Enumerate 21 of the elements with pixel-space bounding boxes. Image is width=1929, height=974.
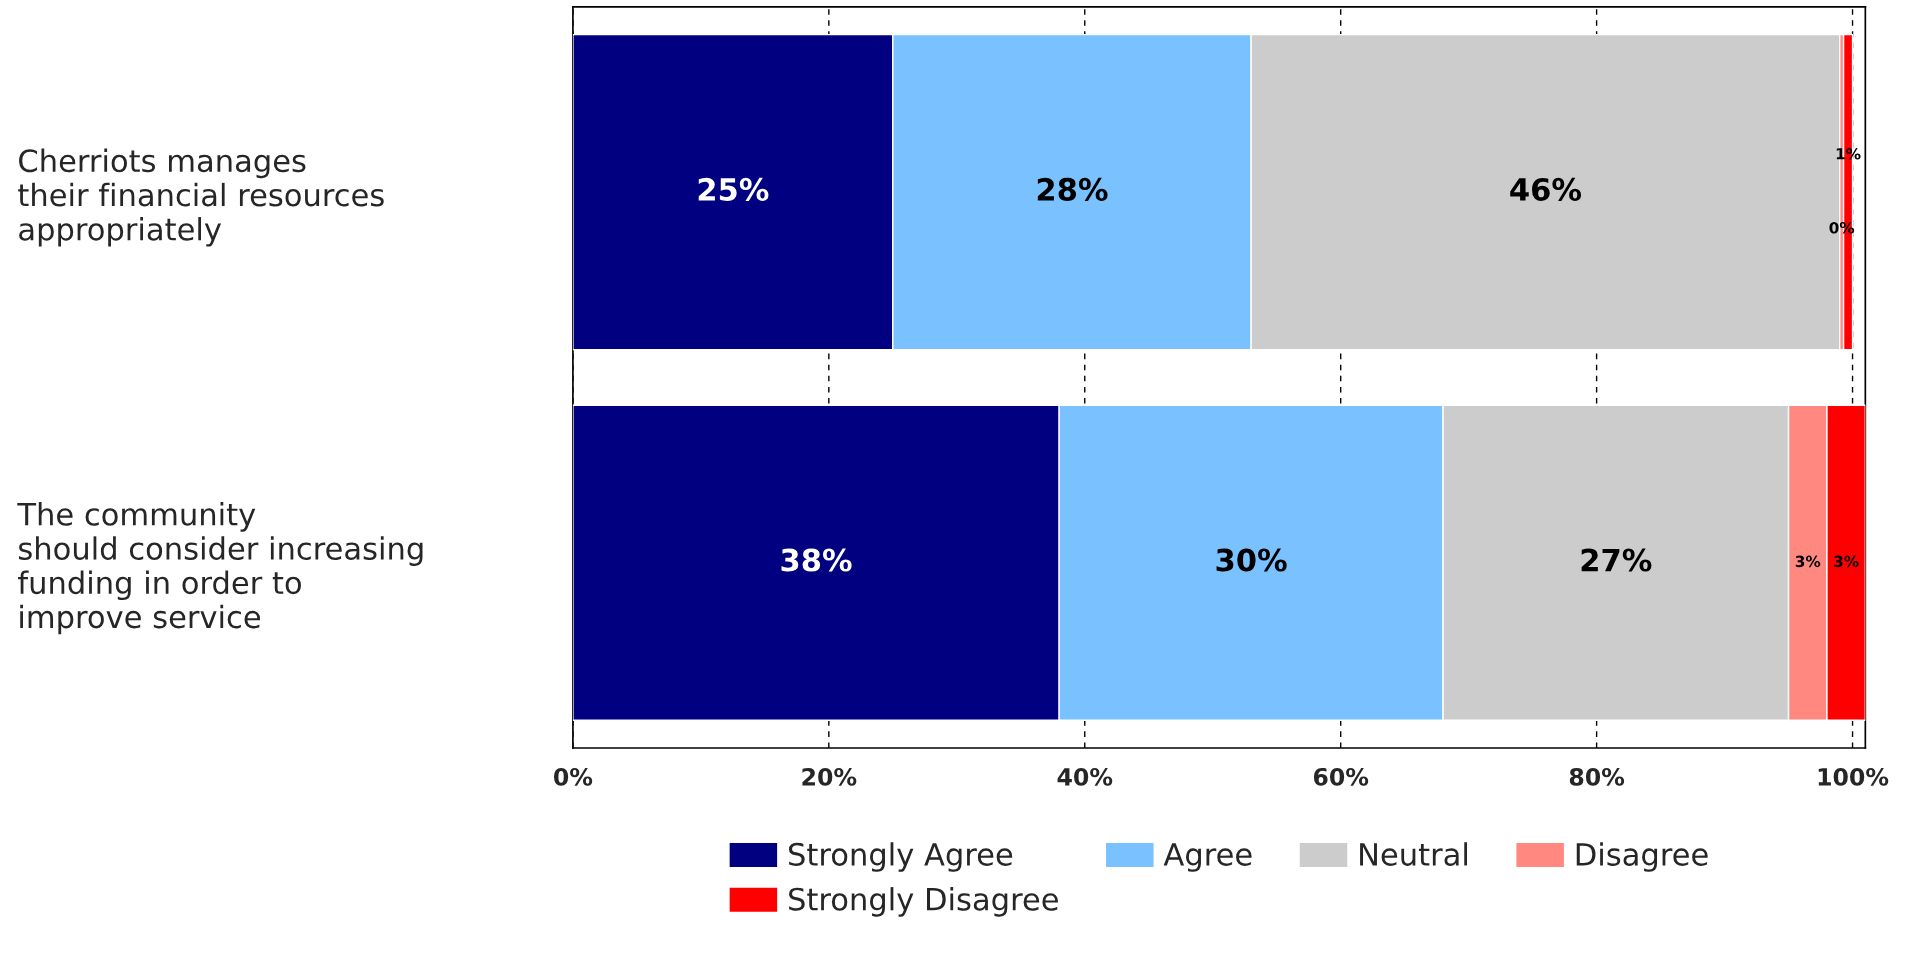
x-tick-label: 60%	[1313, 767, 1369, 786]
data-label: 3%	[1795, 555, 1821, 568]
x-tick-label: 100%	[1818, 767, 1889, 786]
data-label: 30%	[1216, 548, 1287, 572]
x-tick-label: 80%	[1569, 767, 1625, 786]
x-tick-label: 20%	[802, 767, 857, 786]
legend-label: Neutral	[1360, 842, 1468, 866]
legend-label: Strongly Agree	[789, 842, 1013, 872]
x-tick-label: 40%	[1057, 767, 1113, 786]
data-label: 38%	[781, 548, 852, 572]
legend-label: Disagree	[1576, 842, 1708, 872]
data-label: 3%	[1834, 555, 1859, 568]
data-label: 25%	[698, 177, 769, 201]
y-tick-label: The community should consider increasing funding in order to improve service	[17, 502, 423, 635]
legend-label: Agree	[1163, 843, 1252, 872]
y-tick-label: Cherriots manages their financial resources appropriately	[18, 148, 384, 247]
legend-label: Strongly Disagree	[789, 887, 1058, 917]
data-label: 46%	[1510, 177, 1582, 201]
x-tick-label: 0%	[554, 767, 593, 786]
data-label: 27%	[1581, 548, 1652, 572]
data-label: 28%	[1037, 177, 1108, 201]
